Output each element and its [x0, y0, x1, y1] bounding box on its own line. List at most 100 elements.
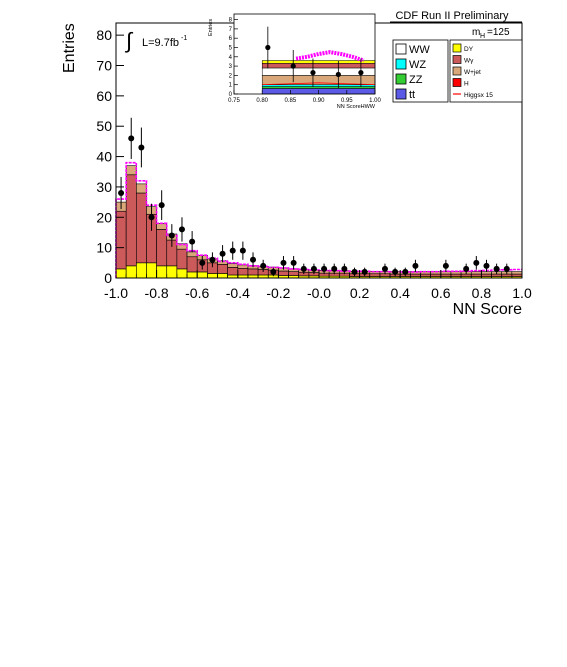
data-point-19 [310, 265, 317, 272]
inset-y-tick-label-6: 6 [229, 36, 233, 42]
inset-bar-DY [261, 60, 376, 64]
legend-swatch-H [452, 78, 462, 87]
inset-bar-W [261, 63, 376, 69]
inset-x-tick-label-0.95: 0.95 [341, 98, 353, 104]
data-point-33 [493, 265, 500, 272]
bar-W-33 [450, 273, 462, 277]
data-point-27 [402, 268, 409, 275]
inset-higgs-line [262, 82, 376, 86]
inset-data-point-0 [265, 44, 271, 51]
data-point-23 [351, 268, 358, 275]
data-point-2 [138, 144, 145, 151]
bar-W-35 [470, 273, 482, 277]
data-point-30 [463, 265, 470, 272]
legend-label-Higgsx15: Higgsx 15 [464, 92, 493, 99]
y-tick-label-0: 0 [104, 270, 112, 286]
bar-W-30 [420, 273, 431, 277]
bar-Wjet-2 [136, 183, 147, 194]
inset-signal-line [295, 50, 365, 63]
legend-swatch-DY [452, 43, 462, 53]
bar-W-37 [491, 273, 502, 277]
data-point-25 [381, 265, 388, 272]
y-tick-label-40: 40 [96, 149, 112, 165]
x-axis-label: NN Score [453, 301, 522, 318]
data-point-6 [178, 226, 185, 233]
legend-label-WZ: WZ [409, 59, 426, 71]
bar-W-38 [501, 273, 513, 277]
bar-W-6 [176, 248, 188, 270]
mass-value: =125 [487, 27, 510, 38]
data-point-28 [412, 262, 419, 269]
data-point-5 [168, 232, 175, 239]
data-point-16 [280, 259, 287, 266]
bar-Wjet-11 [227, 263, 239, 268]
bar-W-17 [288, 271, 299, 276]
y-tick-label-80: 80 [96, 27, 112, 43]
legend-label-ZZ: ZZ [409, 74, 423, 86]
bar-W-10 [217, 264, 228, 274]
x-tick-label-0.4: 0.4 [390, 285, 410, 301]
bar-Wjet-12 [237, 264, 249, 269]
x-tick-label--0.2: -0.2 [266, 285, 290, 301]
inset-y-tick-label-0: 0 [229, 92, 233, 98]
inset-data-point-2 [310, 70, 316, 76]
bar-Wjet-4 [156, 223, 168, 230]
inset-bar-WW [261, 67, 376, 76]
bar-W-36 [481, 273, 492, 277]
legend-box-right [449, 39, 523, 103]
bar-W-34 [460, 273, 472, 277]
bar-DY-8 [196, 271, 208, 279]
data-point-11 [229, 247, 236, 254]
bar-DY-5 [166, 265, 178, 279]
legend-label-tt: tt [409, 89, 415, 101]
data-point-34 [503, 265, 510, 272]
inset-x-tick-label-1.00: 1.00 [369, 98, 381, 104]
data-point-12 [239, 247, 246, 254]
inset-y-tick-label-3: 3 [229, 64, 233, 70]
bar-W-29 [410, 273, 421, 277]
bar-W-2 [136, 192, 147, 264]
inset-x-tick-label-0.80: 0.80 [256, 98, 268, 104]
inset-bar-ZZ [261, 86, 376, 89]
bar-DY-1 [125, 265, 137, 279]
data-point-21 [331, 265, 338, 272]
data-point-0 [118, 190, 125, 196]
inset-data-point-4 [358, 70, 364, 76]
inset-x-tick-label-0.75: 0.75 [228, 98, 240, 104]
inset-data-point-1 [290, 63, 296, 69]
data-point-31 [473, 259, 480, 266]
luminosity-label: ∫ L=9.7fb -1 [124, 28, 187, 53]
data-points [118, 117, 510, 277]
inset-bar-Wjet [261, 75, 376, 85]
bar-Wjet-7 [186, 251, 198, 258]
signal-histogram [115, 161, 522, 278]
legend: WW WZ ZZ tt DY Wγ W+jet H Higgsx 15 [392, 39, 523, 103]
bar-DY-0 [115, 268, 127, 279]
bar-W-13 [247, 268, 259, 276]
x-tick-label--1.0: -1.0 [104, 285, 128, 301]
bar-W-26 [379, 273, 391, 277]
bar-W-12 [237, 267, 249, 276]
y-tick-label-20: 20 [96, 209, 112, 225]
data-point-24 [361, 268, 368, 275]
bar-DY-4 [156, 265, 168, 279]
legend-label-H: H [464, 81, 469, 88]
inset-border [233, 13, 376, 95]
data-point-22 [341, 265, 348, 272]
x-tick-label--0.4: -0.4 [226, 285, 250, 301]
data-point-8 [199, 259, 206, 266]
bar-W-0 [115, 210, 127, 270]
legend-label-W: Wγ [464, 58, 474, 65]
bar-W-7 [186, 256, 198, 273]
bar-DY-6 [176, 268, 188, 279]
x-tick-label--0.6: -0.6 [185, 285, 209, 301]
legend-swatch-W [452, 55, 462, 64]
bar-W-25 [369, 273, 381, 277]
x-tick-label--0.0: -0.0 [307, 285, 331, 301]
inset-data-point-3 [335, 71, 341, 78]
legend-swatch-Wjet [452, 66, 462, 76]
legend-label-DY: DY [464, 46, 474, 53]
data-point-32 [483, 262, 490, 269]
data-point-10 [219, 250, 226, 257]
